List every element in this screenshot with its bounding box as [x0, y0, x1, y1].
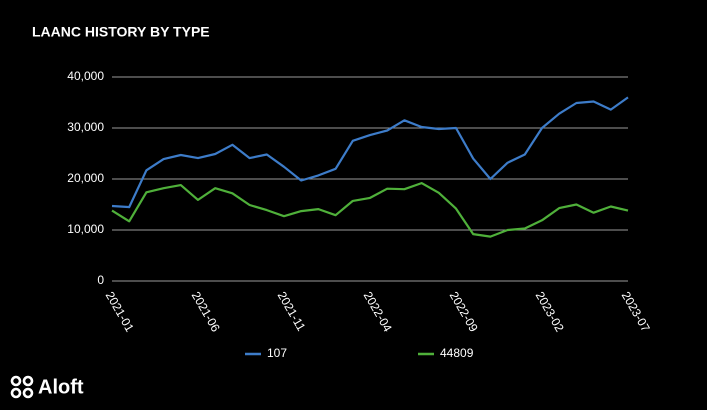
legend-label: 107 [267, 346, 287, 360]
y-tick-label: 10,000 [67, 222, 104, 236]
logo-icon [10, 375, 34, 399]
y-tick-label: 20,000 [67, 171, 104, 185]
legend-label: 44809 [440, 346, 474, 360]
y-tick-label: 40,000 [67, 69, 104, 83]
logo-text: Aloft [38, 376, 84, 398]
line-series [111, 96, 629, 209]
y-tick-label: 0 [97, 273, 104, 287]
chart-title: LAANC HISTORY BY TYPE [32, 24, 210, 40]
y-tick-label: 30,000 [67, 120, 104, 134]
line-series [111, 182, 629, 238]
